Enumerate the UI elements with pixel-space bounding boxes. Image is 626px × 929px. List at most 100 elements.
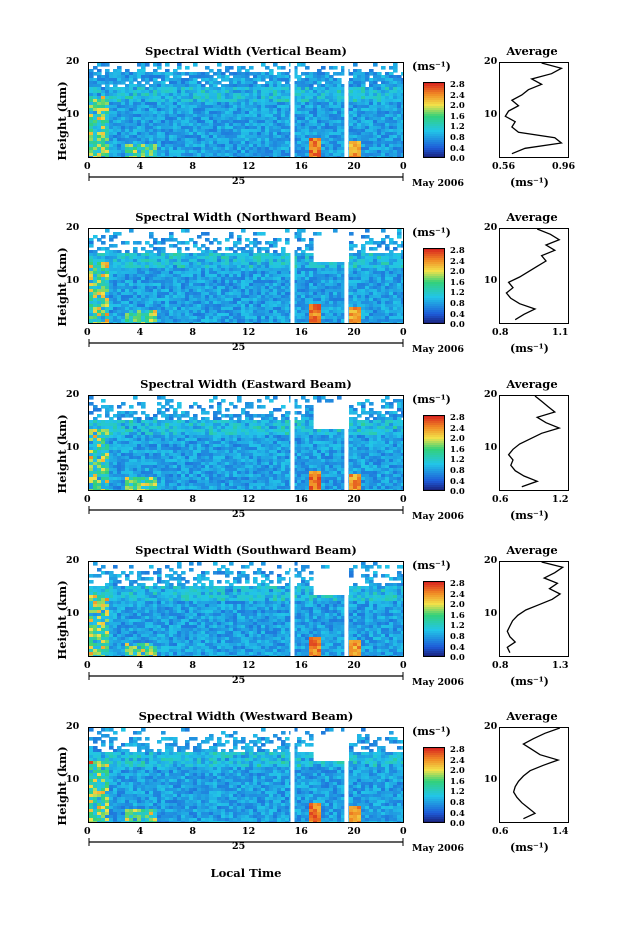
heatmap-cell — [101, 63, 106, 67]
heatmap-cell — [317, 274, 322, 278]
heatmap-cell — [305, 129, 310, 133]
heatmap-cell — [93, 319, 98, 323]
heatmap-cell — [101, 429, 106, 433]
heatmap-cell — [401, 286, 403, 290]
heatmap-cell — [157, 250, 162, 254]
heatmap-cell — [185, 256, 190, 260]
heatmap-cell — [169, 268, 174, 272]
heatmap-cell — [353, 153, 358, 157]
heatmap-cell — [321, 310, 326, 314]
heatmap-cell — [249, 132, 254, 136]
heatmap-cell — [341, 114, 346, 118]
heatmap-cell — [233, 253, 238, 257]
heatmap-cell — [237, 81, 242, 85]
heatmap-cell — [141, 87, 146, 91]
heatmap-cell — [337, 105, 342, 109]
heatmap-cell — [301, 84, 306, 88]
heatmap-cell — [265, 253, 270, 257]
heatmap-cell — [193, 319, 198, 323]
heatmap-cell — [161, 295, 166, 299]
heatmap-cell — [189, 120, 194, 124]
heatmap-cell — [205, 322, 210, 323]
heatmap-cell — [241, 99, 246, 103]
heatmap-cell — [93, 96, 98, 100]
panel-title: Spectral Width (Vertical Beam) — [145, 44, 347, 58]
average-x-tick-label: 0.96 — [552, 161, 576, 172]
heatmap-cell — [205, 156, 210, 157]
heatmap-cell — [377, 244, 382, 248]
heatmap-cell — [313, 135, 318, 139]
heatmap-cell — [393, 126, 398, 130]
heatmap-cell — [125, 292, 130, 296]
data-gap — [344, 63, 349, 157]
heatmap-cell — [173, 99, 178, 103]
heatmap-cell — [129, 295, 134, 299]
heatmap-cell — [333, 265, 338, 269]
heatmap-cell — [101, 295, 106, 299]
heatmap-cell — [209, 307, 214, 311]
heatmap-cell — [173, 316, 178, 320]
heatmap-cell — [237, 138, 242, 142]
heatmap-cell — [189, 283, 194, 287]
heatmap-cell — [373, 247, 378, 251]
heatmap-cell — [229, 271, 234, 275]
heatmap-cell — [317, 147, 322, 151]
heatmap-cell — [221, 304, 226, 308]
heatmap-cell — [281, 78, 286, 82]
heatmap-cell — [117, 90, 122, 94]
heatmap-cell — [277, 78, 282, 82]
heatmap-cell — [253, 310, 258, 314]
heatmap-cell — [177, 150, 182, 154]
heatmap-cell — [165, 117, 170, 121]
heatmap-cell — [397, 271, 402, 275]
heatmap-cell — [201, 141, 206, 145]
heatmap-cell — [129, 289, 134, 293]
heatmap-cell — [141, 438, 146, 442]
heatmap-cell — [341, 147, 346, 151]
heatmap-cell — [161, 117, 166, 121]
heatmap-cell — [153, 114, 158, 118]
heatmap-cell — [341, 84, 346, 88]
heatmap-cell — [193, 99, 198, 103]
heatmap-cell — [329, 81, 334, 85]
heatmap-cell — [265, 108, 270, 112]
heatmap-cell — [145, 319, 150, 323]
heatmap-cell — [285, 319, 290, 323]
heatmap-cell — [93, 444, 98, 448]
heatmap-cell — [157, 489, 162, 490]
heatmap-cell — [269, 313, 274, 317]
heatmap-cell — [285, 156, 290, 157]
heatmap-cell — [97, 283, 102, 287]
heatmap-cell — [141, 310, 146, 314]
heatmap-cell — [265, 256, 270, 260]
heatmap-cell — [313, 289, 318, 293]
heatmap-cell — [305, 265, 310, 269]
heatmap-cell — [201, 150, 206, 154]
heatmap-cell — [189, 313, 194, 317]
heatmap-cell — [213, 307, 218, 311]
heatmap-cell — [221, 295, 226, 299]
heatmap-cell — [393, 268, 398, 272]
heatmap-cell — [325, 289, 330, 293]
heatmap-cell — [113, 480, 118, 484]
heatmap-cell — [157, 265, 162, 269]
heatmap-cell — [253, 283, 258, 287]
heatmap-cell — [121, 462, 126, 466]
heatmap-cell — [161, 262, 166, 266]
heatmap-cell — [341, 150, 346, 154]
heatmap-cell — [393, 319, 398, 323]
heatmap-cell — [401, 274, 403, 278]
heatmap-cell — [153, 301, 158, 305]
heatmap-cell — [249, 141, 254, 145]
heatmap-cell — [193, 78, 198, 82]
heatmap-cell — [105, 319, 110, 323]
heatmap-cell — [373, 129, 378, 133]
heatmap-cell — [365, 156, 370, 157]
heatmap-cell — [101, 280, 106, 284]
heatmap-cell — [385, 156, 390, 157]
heatmap-cell — [353, 144, 358, 148]
heatmap-cell — [357, 78, 362, 82]
heatmap-cell — [133, 313, 138, 317]
heatmap-cell — [93, 277, 98, 281]
heatmap-cell — [325, 96, 330, 100]
